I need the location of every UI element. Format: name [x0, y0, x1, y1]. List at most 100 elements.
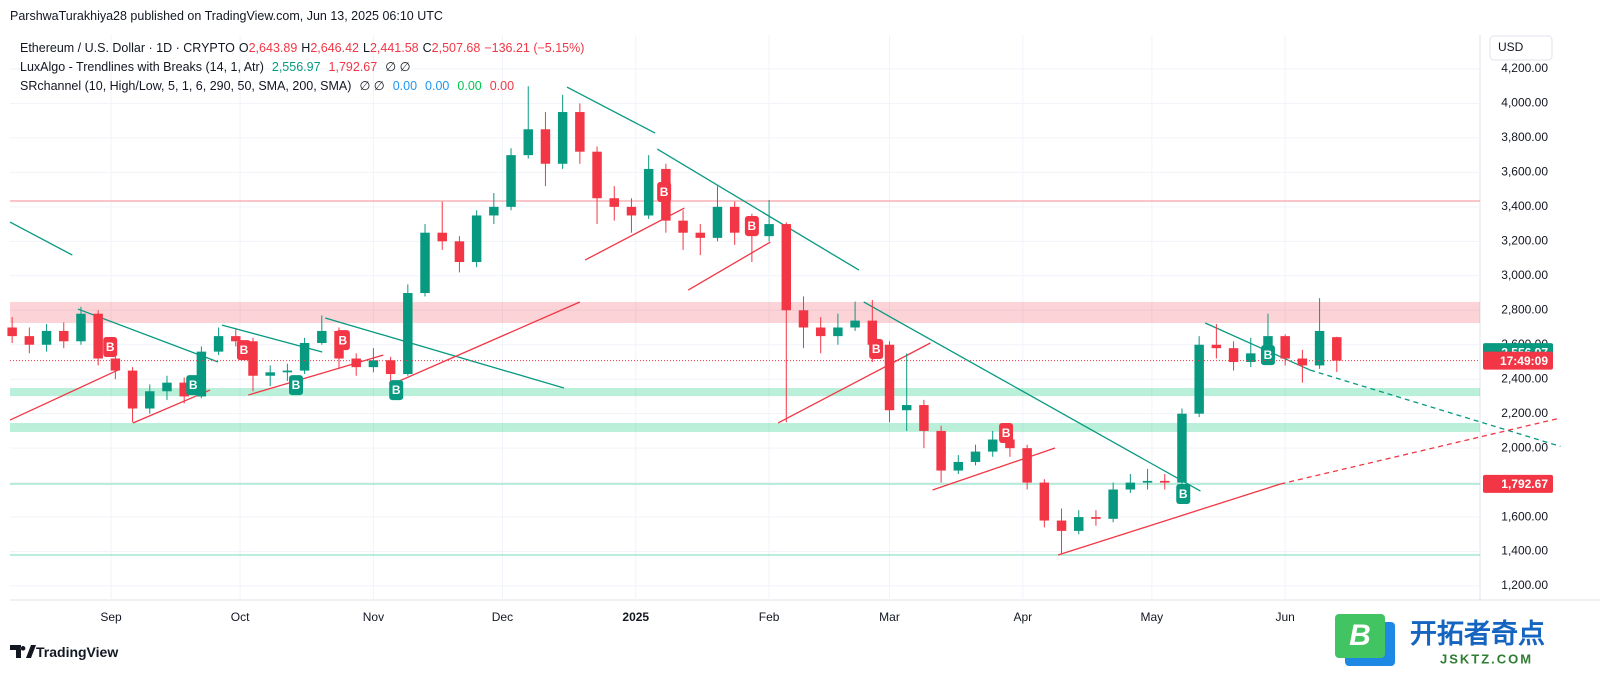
candle-body: [299, 343, 310, 371]
y-tick-label: 2,400.00: [1501, 371, 1548, 385]
published-note: ParshwaTurakhiya28 published on TradingV…: [10, 9, 443, 23]
signal-badge: [1176, 483, 1191, 504]
candle-body: [282, 370, 293, 373]
candle-body: [145, 391, 155, 409]
candle-body: [1280, 336, 1290, 359]
candle-body: [1022, 448, 1032, 483]
watermark-name: 开拓者奇点: [1410, 619, 1545, 649]
trendline: [656, 148, 860, 271]
candle-body: [764, 224, 774, 237]
candle-body: [471, 215, 482, 262]
legend-change: −136.21 (−5.15%): [484, 41, 585, 55]
signal-badge: [186, 375, 201, 396]
candle-body: [59, 330, 69, 342]
trendline: [566, 86, 656, 134]
x-tick-label: Apr: [1013, 610, 1032, 624]
legend-ohlc-value: 2,507.68: [431, 41, 481, 55]
candle-body: [833, 327, 843, 337]
currency-button[interactable]: [1489, 35, 1553, 61]
signal-label: B: [872, 342, 881, 356]
candle-body: [1005, 439, 1015, 449]
legend-symbol-row: Ethereum / U.S. Dollar · 1D · CRYPTO O2,6…: [20, 39, 588, 58]
candle-body: [1091, 517, 1101, 519]
candle-body: [1246, 353, 1256, 362]
trendline: [863, 301, 1201, 492]
tv-logo: [10, 645, 36, 658]
candle-body: [1297, 358, 1308, 366]
y-tick-label: 3,200.00: [1501, 233, 1548, 247]
signal-label: B: [189, 378, 198, 392]
watermark-site: JSKTZ.COM: [1440, 651, 1533, 666]
candle-body: [1211, 344, 1222, 349]
legend: Ethereum / U.S. Dollar · 1D · CRYPTO O2,6…: [20, 39, 588, 96]
trendline: [325, 317, 565, 389]
candle-body: [643, 168, 654, 216]
x-tick-label: Nov: [363, 610, 384, 624]
legend-symbol: Ethereum / U.S. Dollar · 1D · CRYPTO: [20, 41, 235, 55]
trendline: [1057, 483, 1281, 556]
x-tick-label: Sep: [100, 610, 122, 624]
candle-body: [213, 336, 224, 352]
candle-body: [1263, 336, 1273, 354]
indicator-value: 0.00: [457, 79, 482, 93]
signal-badge: [1260, 345, 1275, 366]
x-tick-label: Oct: [231, 610, 250, 624]
signal-badge: [869, 339, 884, 360]
candle-body: [351, 358, 361, 368]
signal-label: B: [292, 378, 301, 392]
candle-body: [626, 206, 637, 216]
candle-body: [385, 360, 396, 375]
legend-ohlc-value: 2,646.42: [310, 41, 359, 55]
signal-label: B: [1002, 426, 1011, 440]
candle-body: [93, 313, 103, 359]
trendline: [932, 447, 1056, 491]
candle-body: [231, 336, 241, 342]
signal-badge: [335, 330, 350, 351]
candle-body: [1228, 348, 1239, 362]
candle-body: [987, 439, 998, 452]
legend-ohlc-value: 2,441.58: [369, 41, 419, 55]
trendline: [9, 221, 73, 256]
candle-body: [1108, 489, 1118, 519]
y-tick-label: 2,800.00: [1501, 302, 1548, 316]
watermark: B 开拓者奇点 JSKTZ.COM: [1335, 614, 1545, 666]
indicator-value: 2,556.97: [271, 60, 321, 74]
indicator-value: 0.00: [392, 79, 418, 93]
legend-ohlc-key: L: [362, 41, 370, 55]
candle-body: [1039, 482, 1050, 521]
signal-label: B: [1264, 348, 1273, 362]
candle-body: [609, 198, 619, 207]
candle-body: [1314, 330, 1325, 366]
candle-body: [41, 330, 52, 345]
signal-badge: [289, 375, 304, 396]
x-tick-label: Dec: [492, 610, 513, 624]
candle-body: [884, 344, 895, 411]
y-tick-label: 2,200.00: [1501, 406, 1548, 420]
candle-body: [1056, 520, 1067, 531]
legend-ohlc-key: O: [238, 41, 249, 55]
candle-body: [489, 206, 499, 216]
indicator-name: SRchannel (10, High/Low, 5, 1, 6, 290, 5…: [20, 79, 352, 93]
candle-body: [1125, 482, 1136, 490]
candle-body: [695, 232, 706, 238]
legend-ohlc-key: C: [422, 41, 432, 55]
candle-body: [420, 232, 430, 294]
plot-area: [10, 35, 1480, 600]
candle-body: [368, 360, 379, 368]
signal-badge: [236, 340, 251, 361]
indicator-value: ∅ ∅: [385, 60, 411, 74]
legend-ohlc-value: 2,643.89: [248, 41, 298, 55]
candle-body: [540, 129, 551, 164]
signal-label: B: [240, 343, 249, 357]
candle-body: [76, 313, 86, 342]
signal-badge: [389, 380, 404, 401]
price-badge: [1483, 351, 1553, 370]
candle-body: [867, 320, 878, 345]
trendline: [777, 342, 931, 424]
candle-body: [437, 232, 447, 242]
candle-body: [850, 320, 860, 328]
candle-body: [162, 382, 172, 392]
y-tick-label: 1,600.00: [1501, 509, 1548, 523]
legend-indicator-row: SRchannel (10, High/Low, 5, 1, 6, 290, 5…: [20, 77, 588, 96]
